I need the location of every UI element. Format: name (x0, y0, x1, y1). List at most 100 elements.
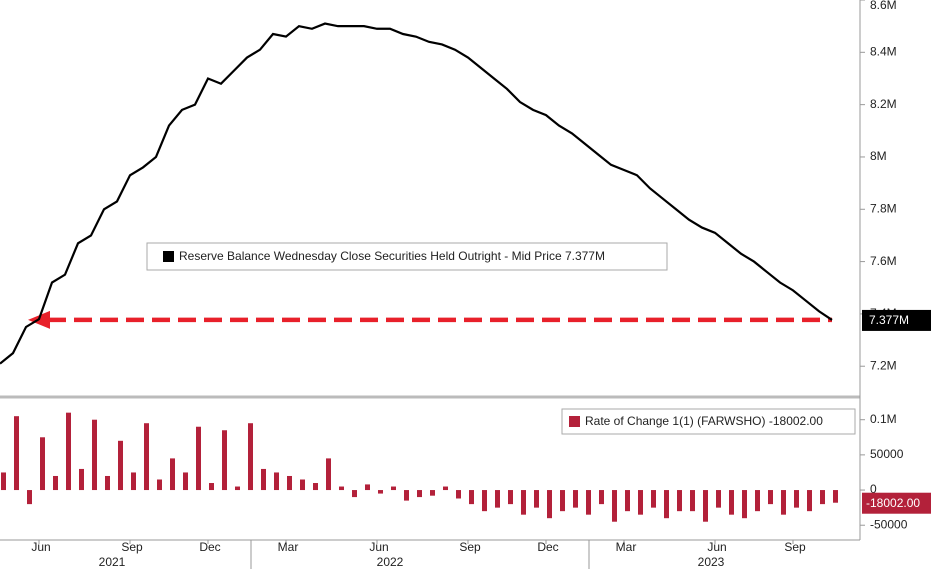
bar (118, 440, 123, 491)
bar (209, 483, 214, 491)
bar (14, 416, 19, 491)
bar (495, 490, 500, 508)
bar (690, 490, 695, 512)
bar (378, 490, 383, 494)
bar (547, 490, 552, 519)
bar (443, 486, 448, 491)
bar (183, 472, 188, 491)
x-tick-label: Jun (707, 540, 726, 554)
value-label: 7.377M (869, 313, 909, 327)
bar (222, 430, 227, 491)
bar (170, 458, 175, 491)
legend-swatch (163, 251, 174, 262)
x-tick-label: Jun (31, 540, 50, 554)
bar (664, 490, 669, 519)
bar (768, 490, 773, 505)
bar (339, 486, 344, 491)
bar (612, 490, 617, 522)
y-tick-label: 7.2M (870, 358, 897, 372)
bar (417, 490, 422, 498)
bar (365, 484, 370, 491)
value-label: -18002.00 (866, 496, 920, 510)
bar (820, 490, 825, 505)
bar (742, 490, 747, 519)
bar (716, 490, 721, 508)
bar (79, 468, 84, 491)
bar (833, 490, 838, 503)
bar (144, 423, 149, 491)
bar (456, 490, 461, 499)
bar (469, 490, 474, 505)
x-tick-label: Jun (369, 540, 388, 554)
x-tick-label: Mar (616, 540, 637, 554)
bar (781, 490, 786, 515)
bar (248, 423, 253, 491)
bar (66, 412, 71, 491)
bar (287, 475, 292, 491)
x-tick-label: Mar (278, 540, 299, 554)
bar (482, 490, 487, 512)
bar (105, 475, 110, 491)
line-series (0, 22, 833, 365)
bar (404, 490, 409, 501)
bar (807, 490, 812, 512)
value-box (862, 492, 931, 514)
bar (430, 490, 435, 496)
bar (755, 490, 760, 512)
bar (651, 490, 656, 508)
bar (703, 490, 708, 522)
bar (196, 426, 201, 491)
year-label: 2021 (99, 555, 126, 569)
bar (677, 490, 682, 512)
bar (352, 490, 357, 498)
bar (560, 490, 565, 512)
bar (157, 479, 162, 491)
y-tick-label: 8.2M (870, 97, 897, 111)
y-tick-label: 8M (870, 149, 887, 163)
y-tick-label: 7.6M (870, 254, 897, 268)
x-tick-label: Dec (537, 540, 558, 554)
x-tick-label: Sep (459, 540, 481, 554)
y-tick-label: 0.1M (870, 412, 897, 426)
bar (573, 490, 578, 508)
bar (391, 486, 396, 491)
bar (300, 479, 305, 491)
bar (40, 437, 45, 491)
y-tick-label: 50000 (870, 447, 904, 461)
bar (534, 490, 539, 508)
y-tick-label: 8.6M (870, 0, 897, 12)
year-label: 2023 (698, 555, 725, 569)
bar (794, 490, 799, 508)
y-tick-label: 0 (870, 482, 877, 496)
legend-swatch (569, 416, 580, 427)
bar (729, 490, 734, 515)
y-tick-label: 8.4M (870, 44, 897, 58)
legend-label: Reserve Balance Wednesday Close Securiti… (179, 249, 605, 263)
bar (586, 490, 591, 515)
value-box (862, 309, 931, 331)
bar (599, 490, 604, 505)
year-label: 2022 (377, 555, 404, 569)
bar (274, 472, 279, 491)
bar (313, 483, 318, 491)
bar (326, 458, 331, 491)
x-tick-label: Sep (121, 540, 143, 554)
bar (625, 490, 630, 512)
bar (53, 475, 58, 491)
bar (261, 468, 266, 491)
x-tick-label: Dec (199, 540, 220, 554)
bar (235, 486, 240, 491)
bar (27, 490, 32, 505)
bar (131, 472, 136, 491)
bar (521, 490, 526, 515)
bar (1, 472, 6, 491)
y-tick-label: 7.8M (870, 201, 897, 215)
legend-box (146, 242, 668, 271)
bar (508, 490, 513, 505)
x-tick-label: Sep (784, 540, 806, 554)
y-tick-label: -50000 (870, 517, 908, 531)
bar (638, 490, 643, 515)
legend-label: Rate of Change 1(1) (FARWSHO) -18002.00 (585, 414, 823, 428)
